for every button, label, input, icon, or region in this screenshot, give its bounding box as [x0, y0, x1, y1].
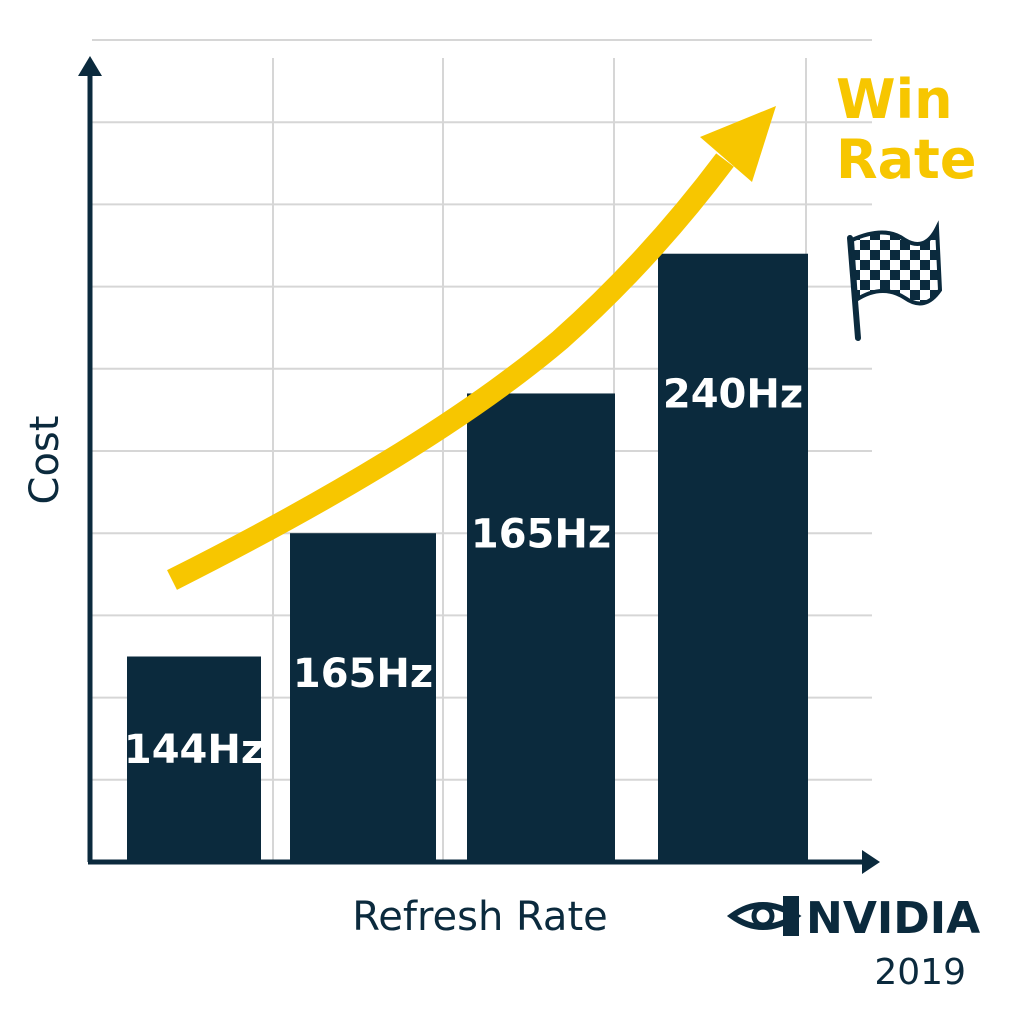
x-axis-arrowhead — [862, 850, 880, 874]
bar-label-1: 144Hz — [124, 727, 264, 773]
bar-4 — [658, 253, 808, 863]
bar-label-4: 240Hz — [663, 372, 803, 418]
nvidia-eye-icon — [726, 896, 802, 936]
axes — [78, 56, 880, 874]
x-axis-title: Refresh Rate — [352, 894, 608, 940]
win-rate-label-line-2: Rate — [836, 128, 976, 191]
brand-name: NVIDIA — [806, 893, 980, 944]
trend-arrowhead — [700, 106, 776, 182]
bar-3 — [467, 393, 615, 862]
win-rate-trend-arrow — [167, 106, 776, 590]
trend-arrow-shaft — [167, 153, 734, 590]
year-label: 2019 — [874, 952, 966, 993]
y-axis-arrowhead — [78, 56, 102, 76]
bar-labels: 144Hz 165Hz 165Hz 240Hz — [124, 372, 803, 773]
y-axis-title: Cost — [22, 416, 68, 505]
win-rate-label-line-1: Win — [836, 68, 953, 131]
bar-label-2: 165Hz — [293, 651, 433, 697]
bar-1 — [127, 656, 261, 862]
bar-2 — [290, 533, 436, 862]
bar-label-3: 165Hz — [471, 511, 611, 557]
bars — [127, 253, 808, 863]
checkered-flag-icon — [847, 220, 943, 341]
